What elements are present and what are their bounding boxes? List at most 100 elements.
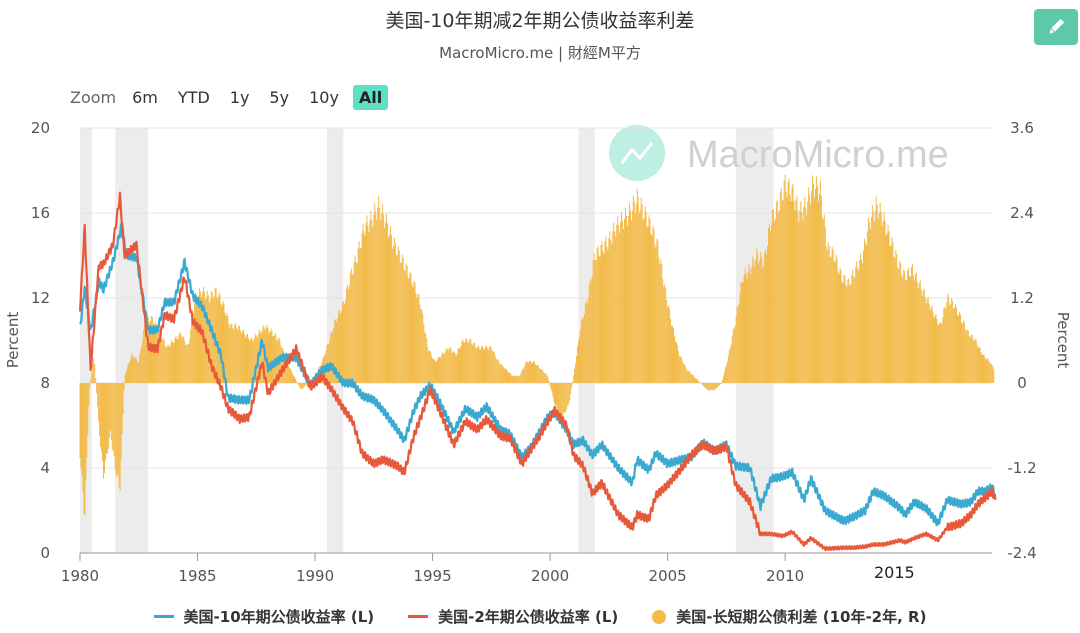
legend-label: 美国-长短期公债利差 (10年-2年, R): [676, 608, 927, 626]
spread-bar: [717, 383, 719, 388]
legend-item-spread[interactable]: 美国-长短期公债利差 (10年-2年, R): [652, 606, 926, 627]
spread-bar: [393, 237, 395, 383]
spread-bar: [249, 339, 251, 383]
spread-bar: [146, 320, 148, 383]
spread-bar: [986, 358, 988, 383]
zoom-6m-button[interactable]: 6m: [132, 87, 158, 107]
spread-bar: [155, 324, 157, 383]
spread-bar: [824, 227, 826, 383]
spread-bar: [749, 269, 751, 383]
spread-bar: [288, 365, 290, 383]
spread-bar: [944, 306, 946, 383]
legend-item-2y[interactable]: 美国-2年期公债收益率 (L): [408, 606, 618, 627]
spread-bar: [404, 271, 406, 383]
spread-bar: [635, 203, 637, 383]
spread-bar: [597, 245, 599, 383]
spread-bar: [876, 204, 878, 383]
spread-bar: [923, 288, 925, 383]
spread-bar: [946, 302, 948, 383]
spread-bar: [252, 341, 254, 383]
spread-bar: [430, 351, 432, 383]
spread-bar: [358, 241, 360, 383]
spread-bar: [844, 275, 846, 383]
spread-bar: [861, 259, 863, 383]
spread-bar: [336, 321, 338, 383]
spread-bar: [121, 383, 123, 435]
spread-bar: [450, 349, 452, 383]
spread-bar: [832, 249, 834, 383]
spread-bar: [245, 337, 247, 383]
zoom-all-button[interactable]: All: [352, 84, 389, 110]
spread-bar: [673, 328, 675, 383]
spread-bar: [467, 342, 469, 383]
spread-bar: [97, 383, 99, 407]
spread-bar: [603, 253, 605, 383]
spread-bar: [866, 231, 868, 383]
spread-bar: [208, 302, 210, 383]
zoom-5y-button[interactable]: 5y: [269, 87, 290, 107]
spread-bar: [857, 267, 859, 383]
spread-bar: [590, 281, 592, 383]
spread-bar: [640, 197, 642, 383]
spread-bar: [642, 220, 644, 383]
spread-bar: [411, 284, 413, 383]
zoom-ytd-button[interactable]: YTD: [177, 87, 210, 107]
spread-bar: [907, 270, 909, 383]
spread-bar: [262, 325, 264, 383]
spread-bar: [375, 211, 377, 383]
spread-bar: [184, 341, 186, 383]
spread-bar: [880, 211, 882, 383]
spread-bar: [962, 320, 964, 383]
spread-bar: [222, 300, 224, 383]
spread-bar: [581, 317, 583, 383]
spread-bar: [246, 333, 248, 383]
spread-bar: [709, 383, 711, 391]
spread-bar: [410, 273, 412, 383]
spread-bar: [676, 344, 678, 383]
spread-bar: [616, 224, 618, 383]
spread-bar: [626, 225, 628, 383]
spread-bar: [226, 313, 228, 383]
spread-bar: [592, 260, 594, 383]
spread-bar: [702, 383, 704, 386]
zoom-10y-button[interactable]: 10y: [309, 87, 339, 107]
spread-bar: [854, 277, 856, 383]
spread-bar: [123, 383, 125, 391]
spread-bar: [521, 371, 523, 383]
spread-bar: [388, 234, 390, 383]
spread-bar: [988, 361, 990, 383]
spread-bar: [247, 337, 249, 383]
spread-bar: [924, 296, 926, 383]
spread-bar: [383, 214, 385, 383]
spread-bar: [718, 383, 720, 387]
spread-bar: [987, 358, 989, 383]
spread-bar: [737, 306, 739, 383]
spread-bar: [699, 382, 701, 383]
spread-bar: [390, 234, 392, 383]
spread-bar: [852, 269, 854, 383]
spread-bar: [335, 319, 337, 383]
spread-bar: [871, 204, 873, 383]
spread-bar: [598, 255, 600, 383]
spread-bar: [114, 383, 116, 470]
spread-bar: [136, 359, 138, 383]
spread-bar: [680, 357, 682, 383]
spread-bar: [332, 332, 334, 383]
spread-bar: [170, 342, 172, 383]
spread-bar: [272, 336, 274, 383]
spread-bar: [546, 375, 548, 383]
edit-button[interactable]: [1034, 9, 1078, 45]
spread-bar: [217, 297, 219, 383]
spread-bar: [513, 375, 515, 383]
spread-bar: [764, 252, 766, 383]
spread-bar: [535, 365, 537, 383]
spread-bar: [193, 313, 195, 383]
spread-bar: [171, 340, 173, 383]
zoom-1y-button[interactable]: 1y: [229, 87, 250, 107]
legend-item-10y[interactable]: 美国-10年期公债收益率 (L): [153, 606, 374, 627]
yield-lines: [78, 191, 997, 552]
spread-bar: [795, 199, 797, 383]
spread-bar: [654, 244, 656, 383]
spread-bar: [723, 371, 725, 383]
spread-bar: [845, 284, 847, 383]
